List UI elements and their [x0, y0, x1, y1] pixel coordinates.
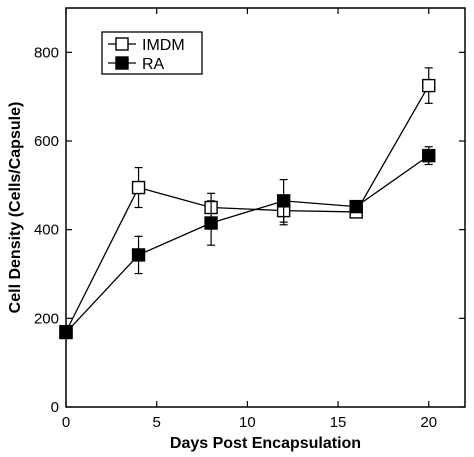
series-line: [65, 155, 430, 333]
data-point: [276, 194, 291, 208]
legend-entry: RA: [108, 56, 165, 73]
legend-label: IMDM: [142, 37, 185, 54]
y-tick-label: 200: [34, 310, 59, 327]
legend-entry: IMDM: [108, 37, 185, 54]
y-axis-label: Cell Density (Cells/Capsule): [7, 102, 24, 314]
series-imdm: [59, 67, 436, 339]
data-point: [204, 216, 218, 230]
y-tick-label: 600: [34, 133, 59, 150]
series-layer: [59, 67, 436, 340]
x-tick-label: 10: [239, 414, 256, 431]
data-point: [131, 180, 146, 195]
x-tick-label: 5: [153, 414, 161, 431]
data-point: [349, 199, 363, 214]
series-line: [65, 85, 430, 332]
y-tick-label: 400: [34, 222, 59, 239]
legend-label: RA: [142, 56, 165, 73]
data-point: [422, 78, 436, 93]
x-tick-label: 20: [420, 414, 437, 431]
data-point: [131, 248, 146, 262]
y-tick-label: 0: [51, 399, 59, 416]
data-point: [59, 325, 73, 340]
plot-area: [65, 7, 466, 408]
x-tick-label: 0: [62, 414, 70, 431]
x-axis-label: Days Post Encapsulation: [170, 435, 361, 452]
plot-frame: [65, 7, 466, 408]
legend: IMDM RA: [101, 31, 203, 75]
series-ra: [59, 146, 436, 340]
x-tick-label: 15: [330, 414, 347, 431]
data-point: [422, 148, 436, 163]
y-tick-label: 800: [34, 44, 59, 61]
